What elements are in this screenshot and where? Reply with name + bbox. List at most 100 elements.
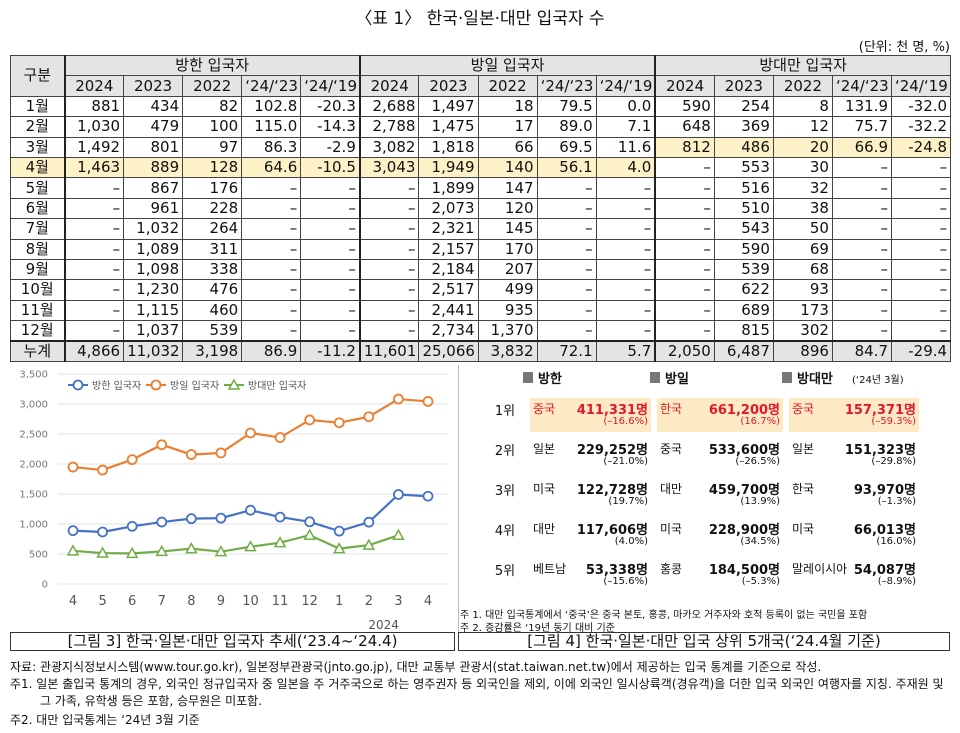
- country: 홍콩: [660, 562, 683, 576]
- table-cell: 311: [182, 238, 243, 260]
- table-cell: 100: [182, 116, 243, 138]
- table-cell: –: [63, 197, 125, 220]
- table-cell: 1,037: [123, 320, 184, 342]
- table-cell: 131.9: [831, 95, 893, 118]
- country: 베트남: [533, 562, 567, 576]
- country: 한국: [660, 402, 683, 416]
- table-cell: 1,492: [63, 136, 125, 158]
- x-tick-label: 10: [242, 594, 259, 609]
- group-note: (‘24년 3월): [852, 375, 904, 386]
- x-tick-label: 3: [394, 594, 402, 609]
- data-point: [185, 542, 198, 554]
- table-cell: –: [63, 218, 125, 240]
- table-cell: 2,688: [358, 95, 420, 118]
- table-cell: –: [654, 279, 715, 301]
- sub-header: ‘24/‘23: [536, 75, 597, 97]
- table-cell: 3월: [10, 136, 65, 158]
- table-cell: -2.9: [300, 136, 361, 158]
- data-point: [392, 528, 405, 541]
- x-tick-label: 12: [301, 594, 318, 609]
- ranking-caption: [그림 4] 한국·일본·대만 입국 상위 5개국(‘24.4월 기준): [458, 632, 950, 651]
- y-tick-label: 1,000: [19, 520, 48, 531]
- table-cell: –: [831, 156, 893, 179]
- table-cell: –: [300, 258, 361, 281]
- table-row: 4월 1,463 889 128 64.6 -10.5 3,043 1,949 140 56.1 4…: [10, 156, 952, 179]
- table-cell: 1,098: [123, 258, 184, 281]
- change: (–15.6%): [603, 576, 648, 587]
- table-cell: –: [358, 197, 420, 220]
- table-cell: 460: [182, 299, 243, 322]
- country: 한국: [792, 482, 815, 496]
- table-cell: 1,818: [418, 136, 479, 158]
- table-cell: 881: [63, 95, 125, 118]
- data-point: [393, 489, 404, 500]
- table-cell: 97: [182, 136, 243, 158]
- table-cell: –: [63, 177, 125, 199]
- table-cell: 11.6: [595, 136, 656, 158]
- table-cell: 38: [772, 197, 833, 220]
- table-row: 2월 1,030 479 100 115.0 -14.3 2,788 1,475 17 89.0 7…: [10, 116, 952, 138]
- data-point: [126, 520, 138, 532]
- sub-header: ‘24/‘23: [241, 75, 302, 97]
- table-cell: 3,198: [182, 340, 243, 363]
- sub-header: 2023: [713, 75, 774, 97]
- table-cell: 25,066: [418, 340, 479, 363]
- table-cell: 2,184: [418, 258, 479, 281]
- change: (–5.3%): [741, 576, 780, 587]
- table-cell: 228: [182, 197, 243, 220]
- table-cell: –: [300, 238, 361, 260]
- table-cell: 812: [654, 136, 715, 158]
- table-cell: –: [241, 177, 302, 199]
- table-cell: 338: [182, 258, 243, 281]
- table-cell: 93: [772, 279, 833, 301]
- table-row: 7월 –1,032 264– – –2,321 145– – –543 50– –: [10, 218, 952, 240]
- table-cell: 64.6: [241, 156, 302, 179]
- table-cell: 622: [713, 279, 774, 301]
- table-cell: –: [654, 218, 715, 240]
- sub-header: ‘24/‘19: [595, 75, 656, 97]
- table-cell: –: [300, 279, 361, 301]
- data-point: [304, 414, 316, 426]
- change: (–26.5%): [735, 456, 780, 467]
- table-cell: –: [831, 258, 893, 281]
- table-cell: 176: [182, 177, 243, 199]
- table-cell: 12월: [10, 320, 65, 342]
- table-cell: -32.2: [890, 116, 952, 138]
- count: 411,331명: [576, 403, 648, 418]
- country: 말레이시아: [792, 562, 848, 576]
- table-cell: 648: [654, 116, 715, 138]
- table-cell: 2,517: [418, 279, 479, 301]
- table-cell: –: [831, 279, 893, 301]
- data-point: [245, 504, 256, 516]
- table-cell: –: [831, 197, 893, 220]
- group-marker: [782, 372, 792, 383]
- table-cell: 5.7: [595, 340, 656, 363]
- table: 구분 방한 입국자 방일 입국자 방대만 입국자 2024 2023 2022 ‘24/‘23…: [10, 54, 952, 363]
- table-cell: 961: [123, 197, 184, 220]
- table-cell: 4.0: [595, 156, 656, 179]
- country: 미국: [533, 482, 556, 496]
- table-cell: 18: [477, 95, 538, 118]
- chart-caption: [그림 3] 한국·일본·대만 입국자 추세(‘23.4~‘24.4): [10, 632, 455, 651]
- table-row: 9월 –1,098 338– – –2,184 207– – –539 68– –: [10, 258, 952, 281]
- panel-note: 주 1. 대만 입국통계에서 ‘중국’은 중국 본토, 홍콩, 마카오 거주자와…: [460, 610, 868, 621]
- sub-header: 2022: [477, 75, 538, 97]
- data-point: [126, 454, 138, 466]
- table-cell: –: [536, 218, 597, 240]
- table-cell: 801: [123, 136, 184, 158]
- table-cell: 56.1: [536, 156, 597, 179]
- table-row: 11월 –1,115 460– – –2,441 935– – –689 173– –: [10, 299, 952, 322]
- table-cell: 17: [477, 116, 538, 138]
- table-cell: –: [595, 258, 656, 281]
- count: 229,252명: [576, 443, 648, 458]
- table-row: 3월 1,492 801 97 86.3 -2.9 3,082 1,818 66 69.5 11.6…: [10, 136, 952, 158]
- change: (19.7%): [608, 496, 648, 507]
- change: (34.5%): [740, 536, 780, 547]
- table-cell: 128: [182, 156, 243, 179]
- table-cell: 120: [477, 197, 538, 220]
- table-cell: –: [831, 320, 893, 342]
- header-cell: 구분: [10, 55, 65, 97]
- rank-label: 3위: [494, 484, 516, 499]
- table-cell: 12: [772, 116, 833, 138]
